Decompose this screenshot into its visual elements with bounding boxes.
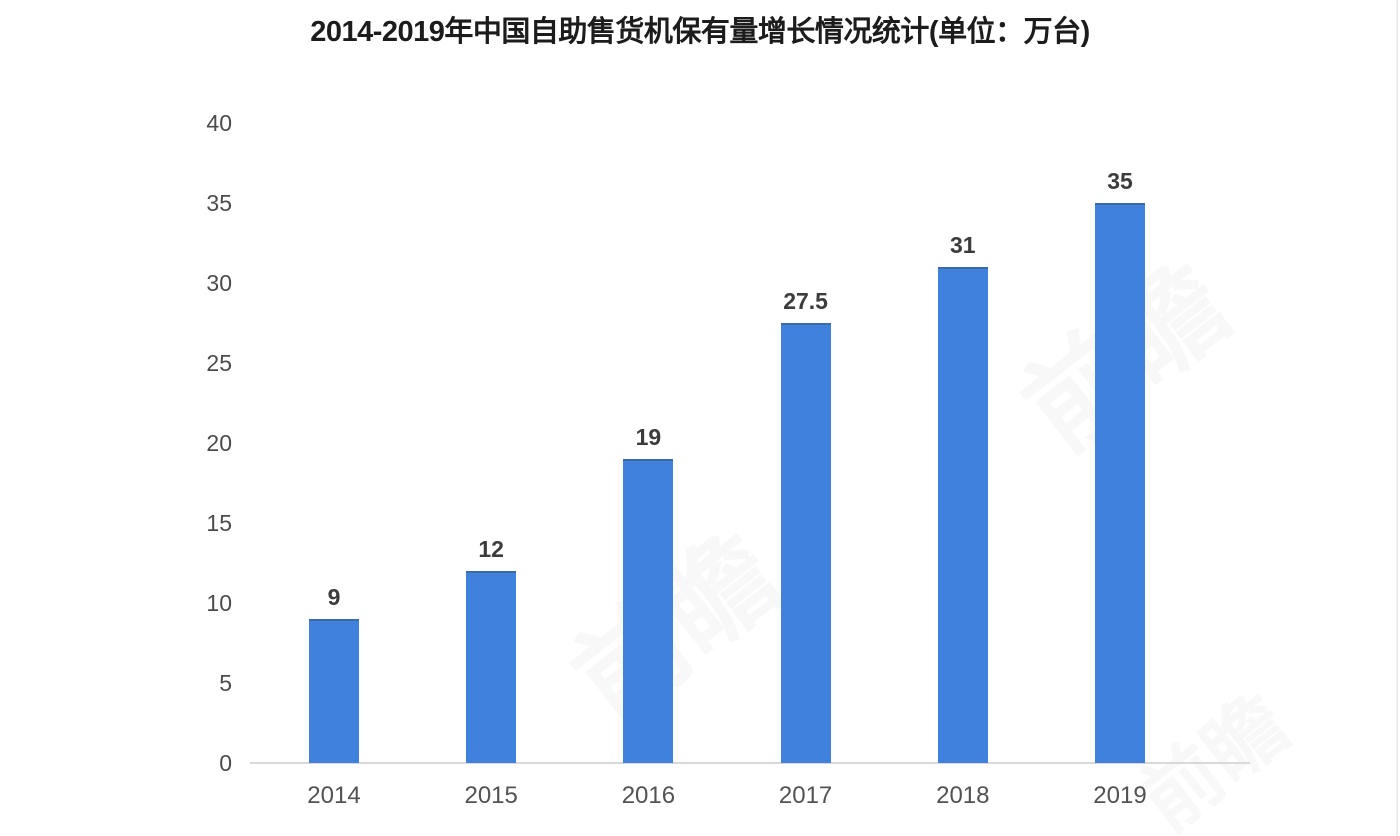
y-tick-label: 15 [206, 510, 232, 536]
y-tick-label: 40 [206, 110, 232, 136]
y-tick-label: 5 [219, 670, 232, 696]
x-tick-label: 2016 [621, 782, 676, 809]
y-tick-label: 25 [206, 350, 232, 376]
bar-2018 [937, 267, 988, 763]
y-tick-label: 10 [206, 590, 232, 616]
bar-value-label: 19 [635, 424, 662, 450]
bar-2017 [780, 323, 831, 763]
x-tick-label: 2018 [936, 782, 990, 809]
bar-value-label: 9 [327, 584, 341, 610]
x-tick-label: 2014 [307, 782, 361, 809]
x-axis-line [250, 762, 1250, 764]
bar-2019 [1095, 203, 1145, 763]
bar-2016 [623, 459, 674, 763]
chart-title: 2014-2019年中国自助售货机保有量增长情况统计(单位：万台) [310, 16, 1090, 48]
screen-edge-line [1396, 0, 1398, 836]
bar-value-label: 35 [1107, 168, 1133, 194]
y-tick-label: 0 [219, 750, 232, 776]
x-tick-label: 2015 [464, 782, 518, 809]
x-tick-label: 2017 [778, 782, 833, 809]
bar-2014 [309, 619, 359, 763]
y-tick-label: 20 [206, 430, 232, 456]
y-tick-label: 35 [206, 190, 232, 216]
bar-value-label: 27.5 [783, 288, 828, 314]
bar-value-label: 31 [950, 232, 976, 258]
bar-2015 [466, 571, 517, 763]
y-tick-label: 30 [206, 270, 232, 296]
bar-value-label: 12 [478, 536, 504, 562]
x-tick-label: 2019 [1093, 782, 1147, 809]
